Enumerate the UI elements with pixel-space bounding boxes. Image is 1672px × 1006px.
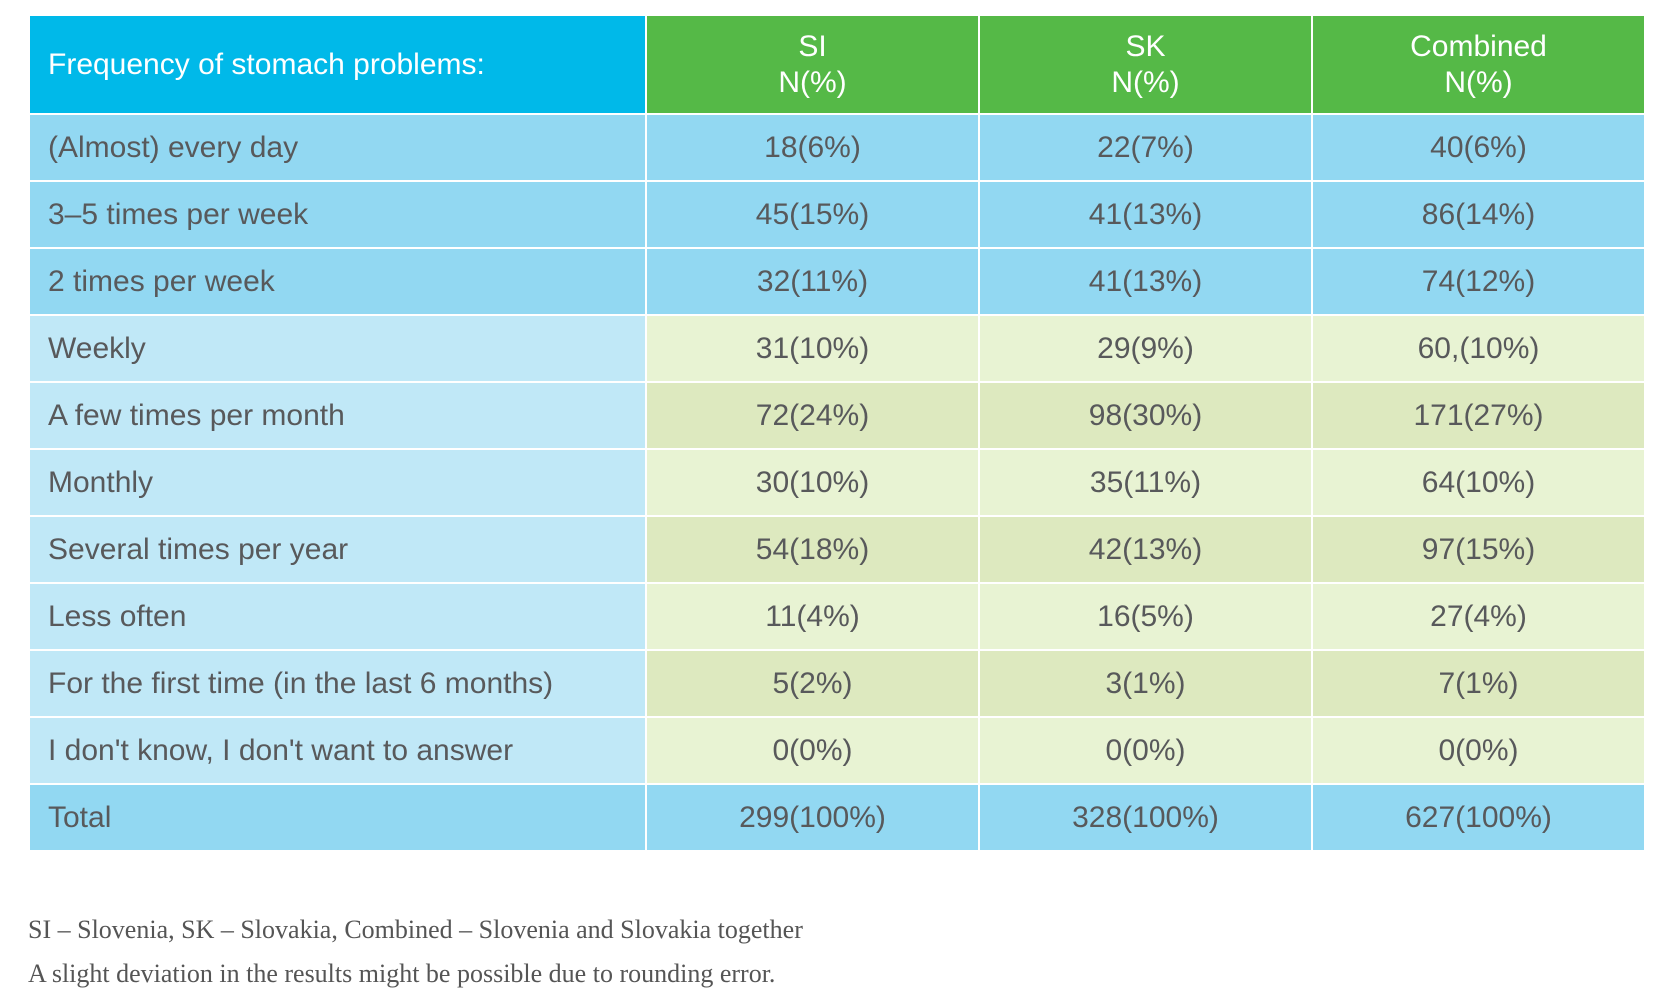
cell-combined: 27(4%) — [1311, 582, 1646, 651]
header-col-sk: SK N(%) — [978, 14, 1313, 115]
cell-si: 30(10%) — [645, 448, 980, 517]
header-col-si-unit: N(%) — [778, 65, 847, 99]
row-label: 3–5 times per week — [28, 180, 647, 249]
cell-sk: 35(11%) — [978, 448, 1313, 517]
cell-sk: 3(1%) — [978, 649, 1313, 718]
cell-combined: 64(10%) — [1311, 448, 1646, 517]
row-label: Monthly — [28, 448, 647, 517]
header-col-combined-unit: N(%) — [1444, 65, 1513, 99]
cell-si-total: 299(100%) — [645, 783, 980, 852]
header-frequency-label: Frequency of stomach problems: — [28, 14, 647, 115]
cell-combined: 74(12%) — [1311, 247, 1646, 316]
stomach-problems-table: Frequency of stomach problems: SI N(%) S… — [28, 14, 1646, 852]
table-row: Less often 11(4%) 16(5%) 27(4%) — [28, 582, 1646, 651]
header-col-combined: Combined N(%) — [1311, 14, 1646, 115]
cell-sk: 22(7%) — [978, 113, 1313, 182]
cell-sk: 29(9%) — [978, 314, 1313, 383]
cell-si: 32(11%) — [645, 247, 980, 316]
row-label-total: Total — [28, 783, 647, 852]
cell-combined: 86(14%) — [1311, 180, 1646, 249]
table-notes: SI – Slovenia, SK – Slovakia, Combined –… — [28, 908, 803, 996]
row-label: For the first time (in the last 6 months… — [28, 649, 647, 718]
cell-si: 54(18%) — [645, 515, 980, 584]
cell-combined-total: 627(100%) — [1311, 783, 1646, 852]
cell-combined: 97(15%) — [1311, 515, 1646, 584]
cell-combined: 0(0%) — [1311, 716, 1646, 785]
row-label: Less often — [28, 582, 647, 651]
rounding-note: A slight deviation in the results might … — [28, 959, 776, 988]
cell-sk: 41(13%) — [978, 180, 1313, 249]
row-label: (Almost) every day — [28, 113, 647, 182]
cell-si: 18(6%) — [645, 113, 980, 182]
table-row: A few times per month 72(24%) 98(30%) 17… — [28, 381, 1646, 450]
table-row: For the first time (in the last 6 months… — [28, 649, 1646, 718]
cell-combined: 60,(10%) — [1311, 314, 1646, 383]
table-row: I don't know, I don't want to answer 0(0… — [28, 716, 1646, 785]
header-col-sk-unit: N(%) — [1111, 65, 1180, 99]
header-col-combined-name: Combined — [1410, 29, 1547, 63]
results-table-wrapper: Frequency of stomach problems: SI N(%) S… — [28, 14, 1646, 852]
cell-sk: 42(13%) — [978, 515, 1313, 584]
row-label: I don't know, I don't want to answer — [28, 716, 647, 785]
cell-sk: 16(5%) — [978, 582, 1313, 651]
table-row: 3–5 times per week 45(15%) 41(13%) 86(14… — [28, 180, 1646, 249]
cell-si: 5(2%) — [645, 649, 980, 718]
table-row: Weekly 31(10%) 29(9%) 60,(10%) — [28, 314, 1646, 383]
row-label: Several times per year — [28, 515, 647, 584]
cell-sk: 0(0%) — [978, 716, 1313, 785]
table-row: (Almost) every day 18(6%) 22(7%) 40(6%) — [28, 113, 1646, 182]
cell-combined: 171(27%) — [1311, 381, 1646, 450]
row-label: Weekly — [28, 314, 647, 383]
abbreviation-legend: SI – Slovenia, SK – Slovakia, Combined –… — [28, 915, 803, 944]
cell-si: 31(10%) — [645, 314, 980, 383]
table-row: Monthly 30(10%) 35(11%) 64(10%) — [28, 448, 1646, 517]
cell-si: 45(15%) — [645, 180, 980, 249]
row-label: A few times per month — [28, 381, 647, 450]
row-label: 2 times per week — [28, 247, 647, 316]
table-row: 2 times per week 32(11%) 41(13%) 74(12%) — [28, 247, 1646, 316]
table-total-row: Total 299(100%) 328(100%) 627(100%) — [28, 783, 1646, 852]
cell-sk: 98(30%) — [978, 381, 1313, 450]
cell-si: 11(4%) — [645, 582, 980, 651]
cell-combined: 7(1%) — [1311, 649, 1646, 718]
table-header-row: Frequency of stomach problems: SI N(%) S… — [28, 14, 1646, 115]
header-col-si-name: SI — [798, 29, 827, 63]
cell-sk: 41(13%) — [978, 247, 1313, 316]
cell-combined: 40(6%) — [1311, 113, 1646, 182]
cell-sk-total: 328(100%) — [978, 783, 1313, 852]
header-col-sk-name: SK — [1125, 29, 1166, 63]
cell-si: 0(0%) — [645, 716, 980, 785]
header-col-si: SI N(%) — [645, 14, 980, 115]
table-row: Several times per year 54(18%) 42(13%) 9… — [28, 515, 1646, 584]
cell-si: 72(24%) — [645, 381, 980, 450]
